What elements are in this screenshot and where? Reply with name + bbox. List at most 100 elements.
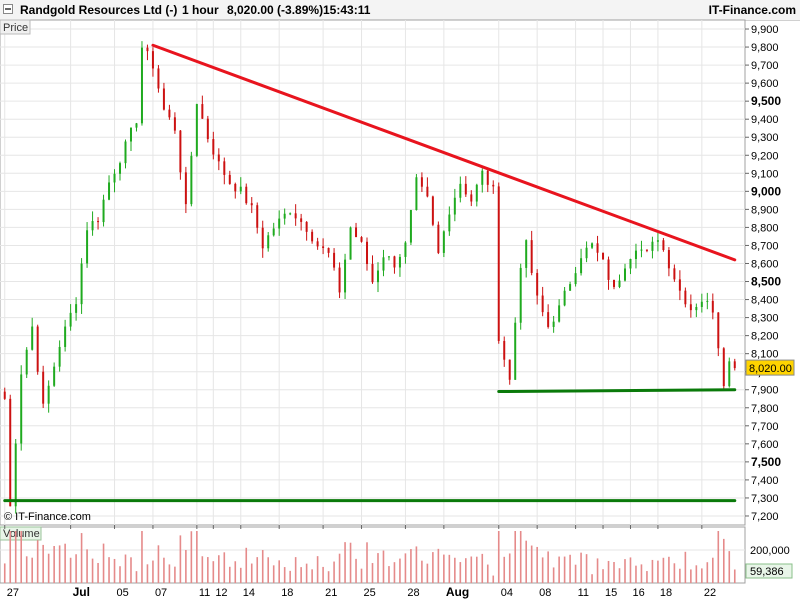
candle-body	[250, 203, 253, 206]
candle-body	[525, 240, 528, 268]
candle-body	[179, 130, 182, 173]
volume-bar	[311, 569, 313, 583]
time-tick-label: Aug	[446, 585, 469, 599]
candle-body	[574, 273, 577, 285]
volume-bar	[261, 550, 264, 583]
volume-tick-label: 200,000	[750, 545, 790, 557]
volume-bar	[333, 561, 335, 583]
candle-body	[322, 246, 325, 248]
price-tick-label: 9,400	[751, 114, 779, 126]
volume-bar	[679, 568, 681, 583]
candle-body	[360, 237, 363, 242]
candle-body	[470, 194, 473, 202]
candle-body	[217, 154, 220, 162]
candle-body	[695, 306, 698, 311]
price-tick-label: 7,800	[751, 403, 779, 415]
volume-bar	[174, 566, 176, 583]
volume-bar	[338, 553, 341, 583]
candle-body	[327, 247, 330, 253]
candle-body	[53, 366, 56, 386]
volume-bar	[190, 531, 193, 583]
candle-body	[678, 279, 681, 291]
time-tick-label: 18	[660, 587, 672, 599]
volume-bar	[640, 564, 643, 583]
volume-bar	[514, 531, 517, 583]
candle-body	[234, 183, 237, 192]
candle-body	[634, 250, 637, 259]
volume-bar	[278, 560, 280, 583]
candle-body	[547, 312, 550, 327]
volume-bar	[541, 557, 544, 583]
candle-body	[591, 243, 594, 248]
volume-bar	[250, 563, 253, 583]
volume-bar	[448, 554, 451, 583]
volume-bar	[300, 567, 302, 583]
volume-bar	[168, 564, 171, 583]
candle-body	[97, 221, 100, 223]
volume-bar	[454, 557, 456, 583]
timeframe-label[interactable]: 1 hour	[182, 3, 219, 17]
volume-bar	[382, 550, 385, 583]
candle-body	[558, 305, 561, 322]
time-tick-label: 18	[281, 587, 293, 599]
candle-body	[300, 218, 303, 222]
watermark: © IT-Finance.com	[4, 511, 91, 523]
volume-bar	[635, 565, 637, 583]
candle-body	[75, 304, 78, 313]
candle-body	[596, 243, 599, 253]
window-menu-icon[interactable]	[3, 4, 13, 14]
candle-body	[289, 213, 292, 215]
candle-body	[733, 361, 736, 369]
candle-body	[25, 349, 28, 375]
candle-body	[387, 256, 390, 258]
price-panel-title: Price	[3, 22, 28, 34]
candle-body	[316, 241, 319, 247]
candle-body	[623, 268, 626, 281]
candle-body	[239, 186, 242, 192]
volume-bar	[580, 552, 582, 583]
price-panel: Price © IT-Finance.com	[0, 19, 746, 526]
volume-bar	[14, 531, 17, 583]
candle-body	[31, 326, 34, 350]
candle-body	[294, 213, 297, 219]
volume-bar	[722, 538, 725, 583]
candle-body	[305, 221, 308, 232]
candle-body	[536, 272, 539, 296]
last-price-badge-bg	[745, 359, 795, 376]
candle-body	[486, 170, 489, 185]
instrument-title: Randgold Resources Ltd (-)	[20, 3, 178, 17]
volume-bar	[3, 563, 6, 583]
volume-bar	[717, 531, 720, 583]
candle-body	[256, 205, 259, 228]
volume-bar	[585, 554, 588, 583]
volume-bar	[673, 563, 676, 583]
volume-bar	[503, 556, 506, 583]
candle-body	[283, 213, 286, 219]
trendline-support-upper[interactable]	[497, 388, 737, 394]
time-tick-label: 11	[199, 587, 210, 599]
volume-bar	[618, 568, 621, 583]
trendline-resistance[interactable]	[151, 43, 737, 262]
volume-bar	[141, 531, 143, 583]
volume-bar	[690, 569, 692, 583]
volume-bar	[75, 554, 77, 583]
candle-body	[728, 361, 731, 387]
candle-body	[58, 346, 61, 367]
candle-body	[453, 197, 456, 215]
time-tick-label: 12	[215, 587, 227, 599]
price-tick-label: 7,300	[751, 493, 779, 505]
price-tick-label: 7,500	[751, 455, 781, 469]
volume-bar	[421, 560, 423, 583]
candle-body	[530, 240, 533, 273]
volume-bar	[624, 559, 626, 583]
time-tick-label: 25	[364, 587, 376, 599]
volume-bar	[64, 543, 66, 583]
candle-body	[514, 322, 517, 380]
candle-body	[371, 264, 374, 283]
candle-body	[344, 259, 347, 293]
candle-body	[651, 241, 654, 251]
candle-body	[140, 47, 143, 124]
candle-body	[398, 256, 401, 268]
price-tick-label: 8,300	[751, 313, 779, 325]
